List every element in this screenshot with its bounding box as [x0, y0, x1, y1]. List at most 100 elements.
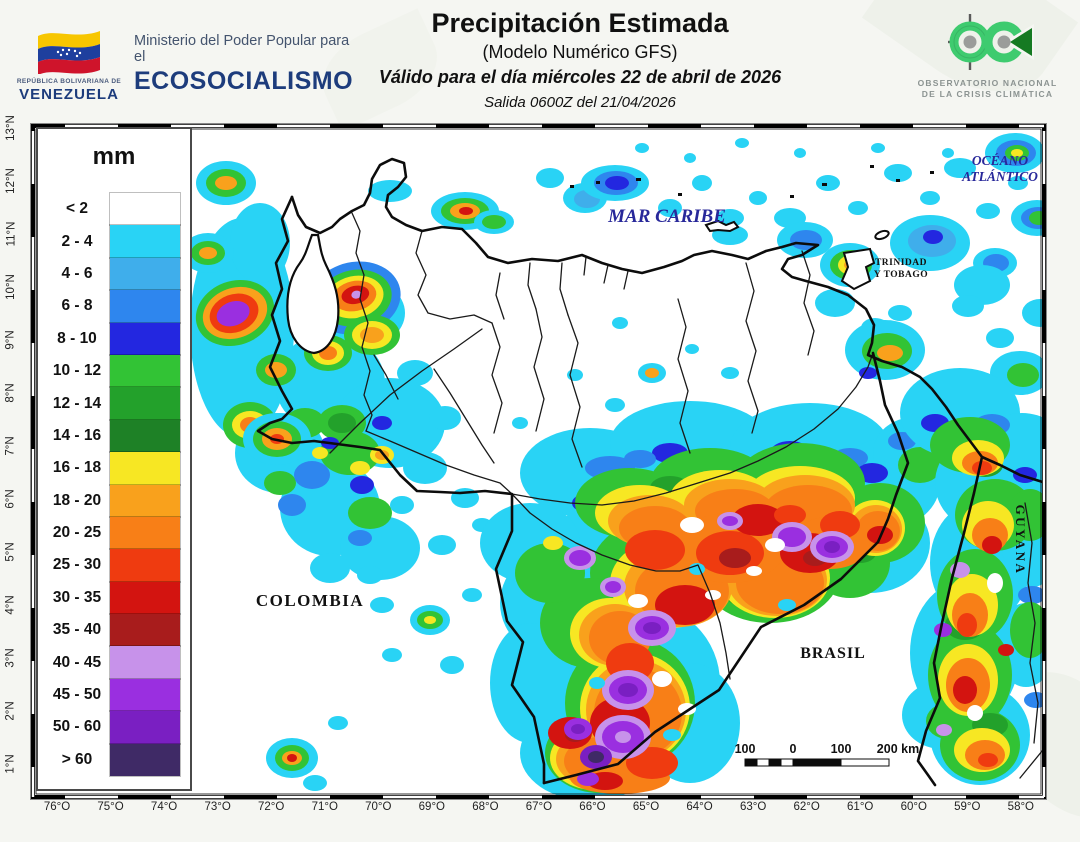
legend-row: 25 - 30: [48, 548, 181, 583]
ministry-line1: Ministerio del Poder Popular para el: [134, 32, 350, 65]
latitude-tick-label: 9°N: [5, 330, 17, 350]
lake-maracaibo: [286, 233, 340, 355]
legend-color-swatch: [109, 321, 181, 356]
longitude-tick-label: 72°O: [258, 801, 285, 813]
legend-row: 50 - 60: [48, 710, 181, 745]
precipitation-legend: mm < 2 2 - 4 4 - 6 6 - 8 8 - 1: [36, 127, 192, 791]
latitude-tick-label: 3°N: [5, 648, 17, 668]
legend-color-swatch: [109, 483, 181, 518]
longitude-tick-label: 60°O: [900, 801, 927, 813]
latitude-tick-label: 4°N: [5, 595, 17, 615]
longitude-axis: 76°O 75°O 74°O 73°O 72°O 71°O 70°O 69°O 68°O 67°O…: [36, 801, 1042, 813]
brazil-border: [542, 540, 880, 785]
latitude-tick-item: 5°N: [2, 534, 20, 570]
legend-color-swatch: [109, 224, 181, 259]
legend-row: 12 - 14: [48, 386, 181, 421]
legend-row: 4 - 6: [48, 256, 181, 292]
longitude-tick-label: 71°O: [311, 801, 338, 813]
precip-south-mass: [480, 401, 957, 800]
legend-color-swatch: [109, 742, 181, 778]
ocean-label-line2: ATLÁNTICO: [961, 169, 1038, 184]
latitude-tick-label: 1°N: [5, 754, 17, 774]
legend-color-swatch: [109, 418, 181, 454]
longitude-tick-label: 66°O: [579, 801, 606, 813]
trinidad-label-line1: TRINIDAD: [875, 258, 927, 268]
scale-label-1: 0: [790, 742, 797, 756]
legend-row: 14 - 16: [48, 418, 181, 454]
legend-range-label: > 60: [61, 750, 93, 768]
legend-row: 35 - 40: [48, 613, 181, 648]
legend-row: 16 - 18: [48, 451, 181, 486]
ministry-logo: REPÚBLICA BOLIVARIANA DE VENEZUELA Minis…: [17, 18, 354, 110]
venezuela-flag-icon: [38, 30, 100, 74]
longitude-tick-label: 61°O: [847, 801, 874, 813]
latitude-tick-item: 9°N: [2, 322, 20, 358]
legend-color-swatch: [109, 710, 181, 745]
legend-range-label: < 2: [66, 200, 88, 218]
precip-east-band: [900, 368, 1047, 785]
legend-color-swatch: [109, 613, 181, 648]
legend-range-label: 30 - 35: [52, 588, 102, 606]
precip-west-cluster: [182, 161, 514, 791]
legend-rows: < 2 2 - 4 4 - 6 6 - 8 8 - 10: [48, 191, 181, 778]
latitude-tick-label: 5°N: [5, 542, 17, 562]
latitude-tick-item: 12°N: [2, 163, 20, 199]
scale-label-0: 100: [735, 742, 756, 756]
legend-range-label: 10 - 12: [52, 362, 102, 380]
latitude-tick-label: 10°N: [5, 274, 18, 300]
legend-color-swatch: [109, 451, 181, 486]
valid-date-line: Válido para el día miércoles 22 de abril…: [378, 67, 782, 87]
precip-atlantic: [890, 133, 1047, 348]
legend-row: 30 - 35: [48, 580, 181, 616]
islands: [570, 165, 934, 291]
legend-range-label: 40 - 45: [52, 653, 102, 671]
legend-range-label: 35 - 40: [52, 621, 102, 639]
legend-color-swatch: [109, 386, 181, 421]
model-run-line: Salida 0600Z del 21/04/2026: [484, 94, 676, 111]
venezuela-coastline: [290, 157, 1047, 485]
island-dots: [570, 165, 934, 198]
latitude-tick-label: 7°N: [5, 436, 17, 456]
legend-range-label: 16 - 18: [52, 459, 102, 477]
tobago-island: [874, 229, 890, 241]
latitude-axis: 13°N 12°N 11°N 10°N 9°N 8°N 7°N 6°N 5°N 4°N 3°N 2°N…: [2, 110, 20, 782]
longitude-tick-label: 67°O: [525, 801, 553, 813]
colombia-border: [256, 195, 546, 785]
legend-color-swatch: [109, 289, 181, 324]
essequibo-border: [916, 455, 984, 787]
title-block: Precipitación Estimada (Modelo Numérico …: [350, 8, 810, 111]
country-label-brasil: BRASIL: [800, 645, 866, 662]
legend-row: 18 - 20: [48, 483, 181, 518]
ministry-line2: ECOSOCIALISMO: [134, 66, 354, 95]
map-frame: [30, 123, 1047, 800]
longitude-tick-label: 63°O: [739, 801, 767, 813]
water-bodies: [286, 233, 340, 355]
legend-row: 40 - 45: [48, 645, 181, 680]
country-label-colombia: COLOMBIA: [256, 591, 364, 610]
legend-color-swatch: [109, 256, 181, 292]
legend-range-label: 14 - 16: [52, 426, 102, 444]
legend-row: 2 - 4: [48, 224, 181, 259]
legend-title: mm: [92, 143, 136, 170]
longitude-tick-label: 64°O: [686, 801, 713, 813]
legend-range-label: 50 - 60: [52, 718, 102, 736]
map-canvas: MAR CARIBE OCÉANO ATLÁNTICO TRINIDAD Y T…: [30, 123, 1047, 800]
scale-label-2: 100: [831, 742, 852, 756]
legend-range-label: 20 - 25: [52, 524, 102, 542]
page-title: Precipitación Estimada: [431, 8, 729, 38]
occ-logo: OBSERVATORIO NACIONAL DE LA CRISIS CLIMÁ…: [905, 12, 1070, 101]
latitude-tick-item: 4°N: [2, 587, 20, 623]
legend-range-label: 12 - 14: [52, 394, 102, 412]
legend-row: < 2: [48, 191, 181, 227]
trinidad-island: [840, 247, 876, 291]
country-name: VENEZUELA: [19, 85, 119, 103]
legend-row: 10 - 12: [48, 353, 181, 389]
legend-color-swatch: [109, 548, 181, 583]
longitude-tick-label: 65°O: [632, 801, 660, 813]
margarita-island: [704, 219, 740, 233]
latitude-tick-item: 13°N: [2, 110, 20, 146]
latitude-tick-label: 2°N: [5, 701, 17, 721]
republic-label: REPÚBLICA BOLIVARIANA DE: [16, 77, 122, 85]
legend-row: 8 - 10: [48, 321, 181, 356]
legend-color-swatch: [109, 353, 181, 389]
